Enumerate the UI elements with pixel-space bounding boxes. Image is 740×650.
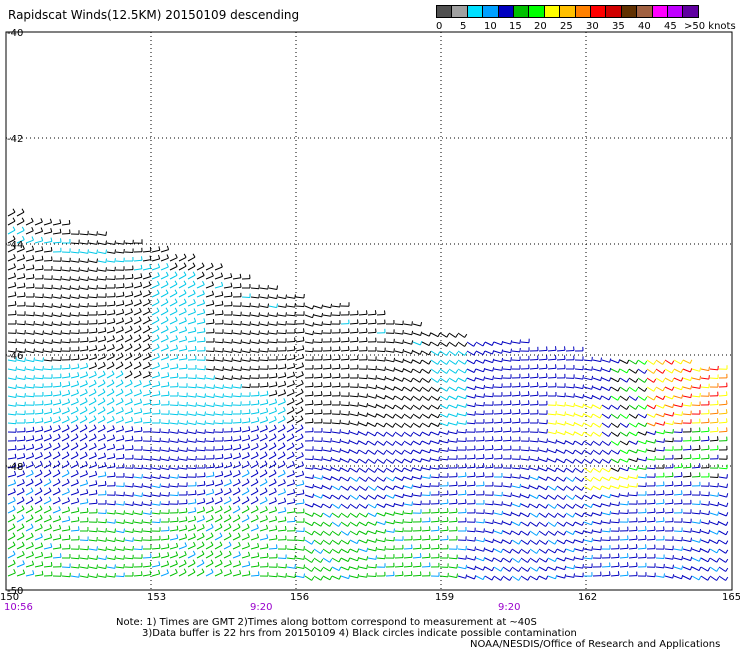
legend-tick-label: 0 (436, 21, 443, 32)
legend-tick-label: 25 (560, 21, 573, 32)
map-title: Rapidscat Winds(12.5KM) 20150109 descend… (8, 8, 300, 22)
legend-color-swatch (682, 5, 699, 18)
wind-barbs (7, 208, 729, 581)
legend-tick-label: 45 (664, 21, 677, 32)
longitude-label: 150 (0, 592, 19, 603)
longitude-label: 159 (435, 592, 454, 603)
legend-tick-label: 30 (586, 21, 599, 32)
time-label: 10:56 (4, 602, 33, 613)
legend-tick-label: 40 (638, 21, 651, 32)
longitude-label: 153 (147, 592, 166, 603)
latitude-label: -46 (7, 351, 23, 362)
legend-tick-label: 15 (509, 21, 522, 32)
legend-tick-label: 35 (612, 21, 625, 32)
latitude-label: -42 (7, 134, 23, 145)
latitude-label: -48 (7, 462, 23, 473)
time-label: 9:20 (250, 602, 272, 613)
note-line-2: 3)Data buffer is 22 hrs from 20150109 4)… (142, 628, 577, 639)
legend-tick-label: 10 (484, 21, 497, 32)
time-label: 9:20 (498, 602, 520, 613)
latitude-label: -44 (7, 240, 23, 251)
longitude-label: 156 (290, 592, 309, 603)
longitude-label: 165 (722, 592, 740, 603)
note-line-3: NOAA/NESDIS/Office of Research and Appli… (470, 639, 721, 650)
plot-frame (5, 31, 733, 591)
legend-tick-label: 20 (534, 21, 547, 32)
legend-tick-label: 5 (460, 21, 467, 32)
latitude-label: -50 (7, 586, 23, 597)
latitude-label: -40 (7, 28, 23, 39)
longitude-label: 162 (578, 592, 597, 603)
legend-tick-label: >50 knots (684, 21, 736, 32)
note-line-1: Note: 1) Times are GMT 2)Times along bot… (116, 617, 537, 628)
